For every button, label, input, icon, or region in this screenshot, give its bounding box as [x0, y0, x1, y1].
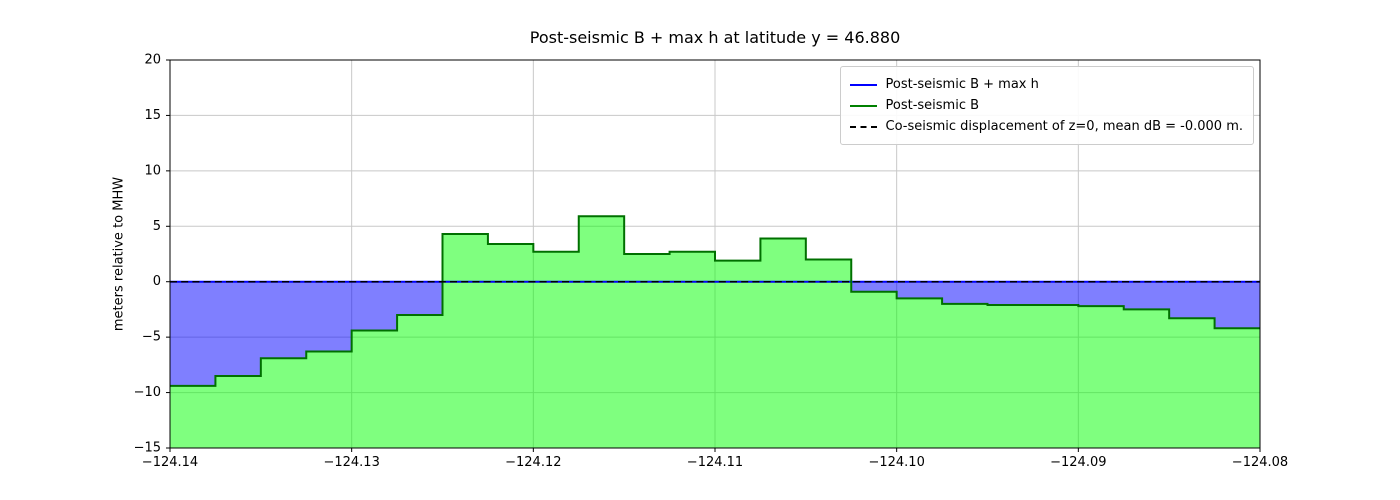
legend-item-b: Post-seismic B: [849, 95, 1244, 116]
x-tick-label: −124.12: [505, 455, 561, 470]
blue-line-sample-icon: [849, 83, 877, 86]
green-line-sample-icon: [849, 104, 877, 107]
y-tick-label: −15: [134, 441, 161, 456]
chart-title: Post-seismic B + max h at latitude y = 4…: [529, 28, 901, 47]
x-tick-label: −124.10: [868, 455, 924, 470]
legend: Post-seismic B + max h Post-seismic B Co…: [839, 66, 1254, 145]
y-tick-label: 20: [144, 53, 161, 68]
x-tick-label: −124.09: [1050, 455, 1106, 470]
x-tick-label: −124.14: [142, 455, 198, 470]
legend-item-label: Co-seismic displacement of z=0, mean dB …: [885, 119, 1244, 134]
y-tick-label: 5: [153, 219, 161, 234]
legend-item-b-plus-maxh: Post-seismic B + max h: [849, 74, 1244, 95]
legend-item-label: Post-seismic B: [885, 98, 980, 113]
y-tick-label: −10: [134, 385, 161, 400]
line-postseismic-b: [170, 215, 1260, 387]
y-tick-label: −5: [142, 330, 161, 345]
legend-item-coseismic: Co-seismic displacement of z=0, mean dB …: [849, 116, 1244, 137]
x-tick-label: −124.13: [323, 455, 379, 470]
x-tick-label: −124.11: [687, 455, 743, 470]
y-tick-label: 15: [144, 108, 161, 123]
x-tick-label: −124.08: [1232, 455, 1288, 470]
legend-item-label: Post-seismic B + max h: [885, 77, 1039, 92]
y-tick-label: 0: [153, 274, 161, 289]
dashed-line-sample-icon: [849, 125, 877, 128]
y-tick-label: 10: [144, 163, 161, 178]
